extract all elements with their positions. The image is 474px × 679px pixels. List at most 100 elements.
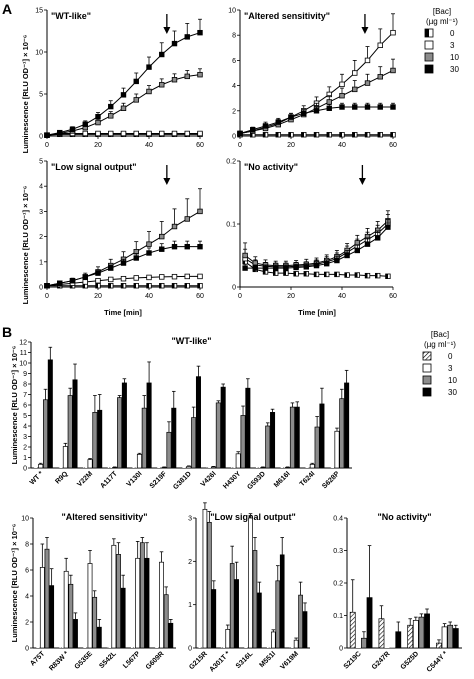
- legend-swatch: [424, 28, 434, 38]
- bar: [260, 467, 266, 469]
- bar: [305, 467, 310, 468]
- bar: [202, 508, 208, 649]
- chart-title: "Low signal output": [210, 512, 296, 522]
- bar: [314, 426, 320, 469]
- data-point: [390, 132, 396, 138]
- bar: [231, 467, 236, 468]
- data-point: [95, 283, 101, 289]
- data-point: [57, 129, 63, 136]
- x-tick-label: 60: [389, 142, 397, 149]
- bar: [235, 453, 241, 469]
- data-point: [339, 132, 345, 138]
- bar: [68, 583, 74, 649]
- y-tick-label: 12: [19, 340, 27, 347]
- data-point: [354, 247, 360, 254]
- legend-unit: (µg ml⁻¹): [426, 17, 458, 26]
- x-tick-label: 20: [287, 142, 295, 149]
- bar: [334, 430, 340, 469]
- bar: [221, 647, 226, 648]
- data-point: [108, 265, 114, 271]
- data-point: [262, 265, 269, 271]
- bar: [44, 548, 50, 649]
- chart-title: "No activity": [377, 512, 431, 522]
- bar: [361, 637, 367, 649]
- data-point: [184, 243, 190, 250]
- data-point: [69, 126, 76, 132]
- data-point: [275, 132, 281, 138]
- data-point: [374, 272, 381, 279]
- bar: [135, 557, 141, 649]
- bar: [171, 407, 177, 469]
- series-line: [46, 32, 201, 136]
- data-point: [95, 119, 101, 126]
- legend-label: 0: [448, 352, 453, 361]
- bar: [225, 629, 231, 649]
- y-tick-label: 9: [23, 371, 27, 378]
- data-point: [252, 265, 258, 271]
- bar: [92, 412, 98, 469]
- data-point: [390, 29, 396, 36]
- bar: [136, 454, 142, 469]
- data-point: [339, 81, 345, 88]
- category-label: C544Y *: [426, 650, 449, 673]
- bar: [33, 467, 39, 468]
- data-point: [171, 40, 178, 47]
- category-label: WT *: [29, 470, 45, 486]
- data-point: [352, 86, 358, 93]
- legend-swatch: [424, 52, 434, 62]
- legend-swatch: [422, 375, 432, 385]
- data-point: [133, 255, 139, 261]
- x-tick-label: 40: [338, 142, 346, 149]
- a-xlabel-2: Time [min]: [298, 308, 336, 317]
- bar: [87, 563, 93, 649]
- category-label: G535E: [74, 650, 95, 671]
- category-label: G381D: [172, 470, 193, 491]
- bar: [452, 628, 459, 649]
- y-tick-label: 0: [25, 646, 29, 653]
- category-label: R9Q: [54, 470, 70, 486]
- data-point: [133, 283, 139, 289]
- category-label: M616I: [273, 470, 292, 489]
- bar: [344, 382, 350, 469]
- data-point: [95, 277, 101, 284]
- x-tick-label: 0: [45, 142, 49, 149]
- data-point: [69, 277, 76, 284]
- y-tick-label: 0: [232, 134, 236, 141]
- y-tick-label: 5: [39, 92, 43, 99]
- bar: [339, 398, 345, 469]
- y-tick-label: 2: [25, 620, 29, 627]
- category-label: G525D: [400, 650, 421, 671]
- category-label: A301T *: [209, 650, 232, 673]
- data-point: [262, 123, 269, 129]
- data-point: [120, 260, 127, 266]
- y-tick-label: 0: [232, 285, 236, 292]
- y-tick-label: 1: [23, 455, 27, 462]
- y-tick-label: 8: [23, 382, 27, 389]
- y-tick-label: 0.1: [333, 613, 343, 620]
- data-point: [133, 78, 139, 85]
- data-point: [377, 132, 383, 138]
- bar: [289, 647, 294, 648]
- data-point: [283, 265, 289, 271]
- data-point: [146, 130, 152, 137]
- arrow-head: [163, 27, 171, 34]
- data-point: [385, 273, 391, 279]
- legend-label: 0: [450, 29, 455, 38]
- data-point: [313, 262, 320, 269]
- data-point: [303, 264, 309, 270]
- x-tick-label: 20: [94, 293, 102, 300]
- bar: [198, 647, 203, 648]
- legend-swatch: [422, 363, 432, 373]
- bar: [298, 594, 303, 649]
- category-label: G215R: [188, 650, 209, 671]
- data-point: [184, 73, 190, 80]
- bar: [42, 399, 49, 469]
- data-point: [293, 271, 299, 277]
- bar: [390, 647, 396, 648]
- bar: [35, 647, 40, 648]
- bar: [355, 647, 361, 648]
- bar: [294, 406, 300, 469]
- category-label: V22M: [76, 470, 94, 488]
- data-point: [326, 105, 332, 111]
